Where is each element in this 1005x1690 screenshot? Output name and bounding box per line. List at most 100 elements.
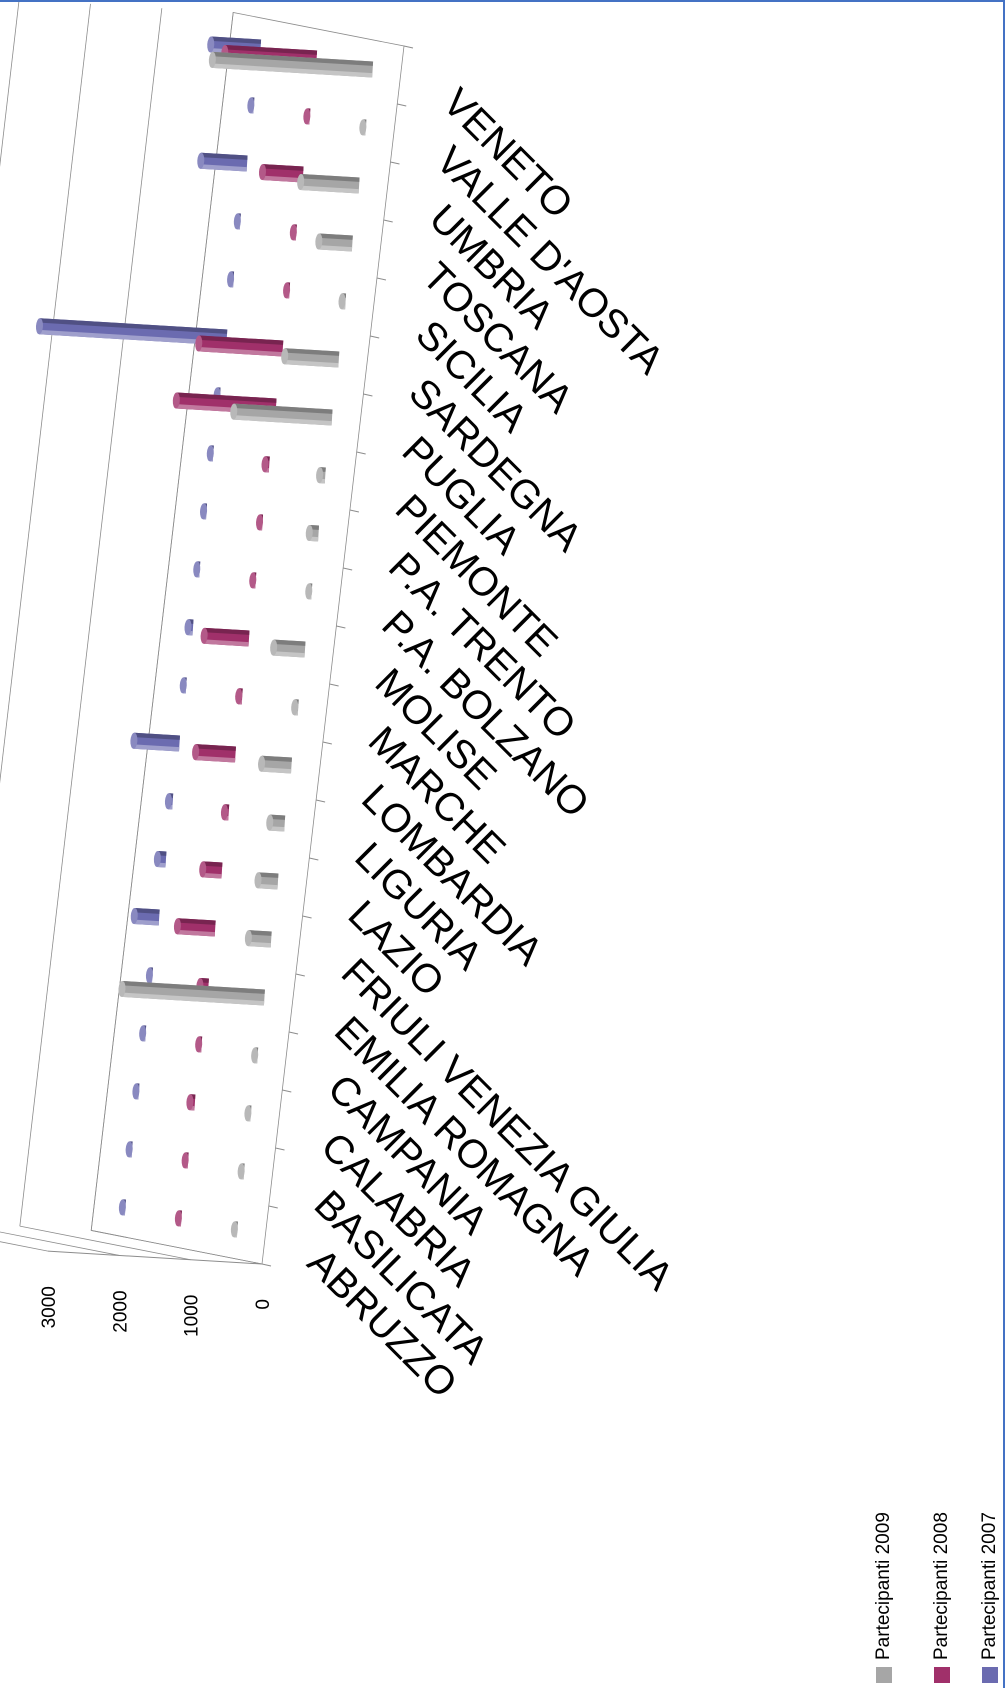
bar-cap bbox=[338, 293, 346, 310]
bar-cap bbox=[181, 1152, 189, 1169]
bar-cap bbox=[237, 1163, 245, 1180]
bar-shadow bbox=[233, 403, 333, 414]
bar-partecipanti-2009-emilia-romagna bbox=[118, 980, 265, 1006]
bar-highlight bbox=[262, 175, 303, 183]
bar-shadow bbox=[258, 872, 279, 878]
bar-partecipanti-2009-umbria bbox=[297, 174, 360, 194]
bar-cap bbox=[153, 850, 161, 867]
legend-swatch bbox=[934, 1667, 950, 1683]
bar-partecipanti-2007-p-a-bolzano bbox=[193, 561, 201, 578]
bar-cap bbox=[35, 318, 44, 335]
bar-cap bbox=[192, 744, 200, 761]
legend-label: Partecipanti 2007 bbox=[979, 1512, 1000, 1660]
bar-cap bbox=[186, 1094, 194, 1111]
bar-partecipanti-2009-p-a-trento bbox=[305, 524, 320, 542]
gridline-3000 bbox=[0, 2, 20, 168]
bar-partecipanti-2007-sicilia bbox=[227, 271, 235, 288]
bar-highlight bbox=[233, 415, 332, 426]
bar-cap bbox=[283, 282, 291, 299]
category-tick bbox=[288, 1031, 299, 1035]
category-tick bbox=[282, 1089, 292, 1093]
bar-highlight bbox=[200, 164, 247, 172]
bar-partecipanti-2009-lazio bbox=[254, 872, 279, 890]
bar-partecipanti-2008-calabria bbox=[186, 1094, 196, 1111]
bar-cap bbox=[220, 804, 228, 821]
bar-shadow bbox=[201, 152, 248, 160]
bar-shadow bbox=[212, 51, 374, 66]
bar-cap bbox=[208, 51, 216, 68]
bar-highlight bbox=[211, 63, 373, 78]
bar-partecipanti-2008-basilicata bbox=[181, 1152, 189, 1169]
bar-cap bbox=[200, 503, 208, 520]
y-tick-label: 2000 bbox=[110, 1290, 131, 1332]
bar-highlight bbox=[247, 941, 271, 948]
bar-partecipanti-2007-umbria bbox=[197, 152, 248, 172]
y-tick-label: 0 bbox=[253, 1299, 274, 1310]
legend-swatch bbox=[876, 1667, 892, 1683]
bar-partecipanti-2008-campania bbox=[195, 1036, 203, 1053]
side-gridline-1000 bbox=[19, 1225, 191, 1261]
y-tick-label: 3000 bbox=[39, 1286, 60, 1328]
bar-partecipanti-2008-friuli-venezia-giulia bbox=[173, 918, 216, 937]
bar-partecipanti-2008-lombardia bbox=[192, 744, 236, 763]
category-tick bbox=[390, 161, 400, 165]
bar-cap bbox=[247, 97, 255, 114]
bar-partecipanti-2007-basilicata bbox=[125, 1141, 133, 1158]
bar-partecipanti-2009-puglia bbox=[230, 403, 333, 426]
bar-shadow bbox=[122, 980, 265, 994]
bar-cap bbox=[118, 1199, 126, 1216]
bar-partecipanti-2009-p-a-bolzano bbox=[305, 583, 313, 600]
bar-partecipanti-2008-p-a-bolzano bbox=[249, 572, 257, 589]
bar-cap bbox=[270, 639, 278, 656]
bar-cap bbox=[172, 392, 180, 409]
bar-shadow bbox=[248, 930, 272, 936]
bar-partecipanti-2009-friuli-venezia-giulia bbox=[244, 930, 272, 948]
bar-partecipanti-2008-lazio bbox=[199, 861, 223, 879]
bar-cap bbox=[305, 583, 313, 600]
bar-partecipanti-2009-calabria bbox=[244, 1105, 252, 1122]
category-tick bbox=[376, 277, 387, 281]
bar-partecipanti-2007-liguria bbox=[164, 793, 174, 810]
bar-cap bbox=[305, 524, 313, 541]
side-gridline-0 bbox=[91, 1230, 263, 1265]
bar-cap bbox=[281, 348, 289, 365]
bar-partecipanti-2007-p-a-trento bbox=[200, 503, 208, 520]
bar-cap bbox=[200, 627, 208, 644]
category-tick bbox=[261, 1263, 272, 1267]
category-tick bbox=[397, 103, 407, 107]
category-tick bbox=[295, 973, 305, 977]
bar-partecipanti-2009-molise bbox=[270, 639, 306, 658]
bar-partecipanti-2008-piemonte bbox=[261, 456, 270, 473]
bar-partecipanti-2007-marche bbox=[179, 677, 187, 694]
bar-cap bbox=[193, 561, 201, 578]
bar-highlight bbox=[300, 185, 359, 194]
bar-partecipanti-2007-calabria bbox=[132, 1083, 140, 1100]
bar-highlight bbox=[176, 929, 215, 937]
bar-cap bbox=[230, 403, 238, 420]
category-tick bbox=[322, 741, 332, 745]
bar-cap bbox=[227, 271, 235, 288]
bar-partecipanti-2009-toscana bbox=[315, 233, 353, 252]
bar-shadow bbox=[195, 744, 236, 751]
bar-highlight bbox=[38, 329, 227, 346]
bar-shadow bbox=[284, 348, 340, 356]
gridline-2000 bbox=[0, 3, 91, 784]
bar-cap bbox=[266, 814, 274, 831]
bar-highlight bbox=[198, 347, 283, 357]
bar-cap bbox=[244, 1105, 252, 1122]
bar-cap bbox=[258, 755, 266, 772]
bar-cap bbox=[316, 467, 324, 484]
category-tick bbox=[315, 799, 326, 803]
bar-partecipanti-2007-emilia-romagna bbox=[145, 967, 153, 984]
chart-walls bbox=[0, 2, 414, 1267]
bar-cap bbox=[199, 861, 207, 878]
bar-cap bbox=[256, 514, 264, 531]
bar-highlight bbox=[261, 767, 292, 774]
y-axis-ticks: 0 1000 2000 3000 bbox=[39, 1286, 274, 1337]
bar-cap bbox=[195, 1036, 203, 1053]
gridline-1000 bbox=[19, 8, 163, 1227]
legend-swatch bbox=[982, 1667, 998, 1683]
bar-cap bbox=[130, 908, 138, 924]
bar-partecipanti-2009-piemonte bbox=[316, 467, 326, 484]
bar-highlight bbox=[202, 872, 222, 879]
